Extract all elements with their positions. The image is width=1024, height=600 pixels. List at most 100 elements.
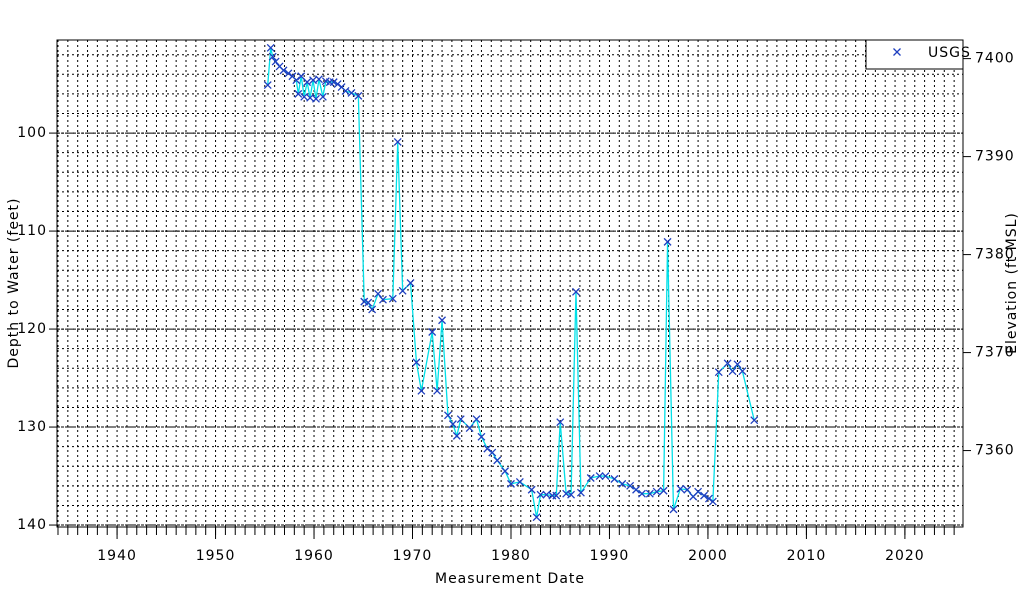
data-point <box>318 92 327 101</box>
data-point <box>694 487 703 496</box>
data-point <box>456 415 465 424</box>
data-point <box>738 367 747 376</box>
data-point <box>750 416 759 425</box>
data-point <box>312 94 320 103</box>
data-point <box>595 472 604 481</box>
data-point <box>368 305 377 314</box>
data-point <box>465 424 474 432</box>
data-point <box>723 359 732 368</box>
x-tick-label: 1940 <box>97 548 137 564</box>
data-point <box>417 386 426 395</box>
series-line <box>267 47 755 518</box>
data-point <box>271 57 280 66</box>
data-point <box>652 487 661 496</box>
data-point <box>452 431 461 440</box>
x-axis-label: Measurement Date <box>435 571 585 587</box>
data-point <box>477 432 486 441</box>
y-tick-label: 110 <box>17 223 47 239</box>
data-point <box>347 88 356 97</box>
data-point <box>659 486 668 495</box>
data-point <box>412 358 421 367</box>
y-axis-label: Depth to Water (feet) <box>6 197 22 368</box>
data-point <box>572 287 580 296</box>
data-point <box>507 479 515 488</box>
data-point <box>532 513 541 522</box>
data-point <box>501 467 510 476</box>
data-point <box>393 137 402 146</box>
y2-tick-label: 7400 <box>975 51 1015 67</box>
data-point <box>536 490 545 499</box>
data-point <box>714 368 723 377</box>
data-point <box>618 479 627 488</box>
data-point <box>388 294 397 303</box>
data-point <box>488 448 497 457</box>
y-tick-label: 120 <box>17 321 47 337</box>
y-tick-label: 130 <box>17 419 47 435</box>
data-point <box>626 481 635 490</box>
data-point <box>294 89 303 98</box>
data-point <box>576 488 585 497</box>
data-point <box>268 52 277 61</box>
data-point <box>552 491 561 500</box>
data-point <box>443 411 452 420</box>
data-point <box>428 328 437 336</box>
data-point <box>379 295 387 304</box>
data-point <box>638 489 646 498</box>
data-point <box>266 43 275 52</box>
data-point <box>669 505 678 514</box>
data-point <box>586 474 595 482</box>
data-point <box>341 86 350 95</box>
data-point <box>663 237 672 246</box>
data-point <box>483 444 492 453</box>
data-point <box>676 484 685 493</box>
x-tick-label: 2000 <box>688 548 728 564</box>
data-point <box>406 279 415 287</box>
data-point <box>398 286 407 295</box>
data-point <box>303 78 312 87</box>
y2-tick-label: 7390 <box>975 149 1015 165</box>
data-point <box>728 367 737 376</box>
data-point <box>527 485 536 494</box>
data-point <box>433 386 442 395</box>
data-point <box>279 66 288 75</box>
data-point <box>645 489 654 498</box>
y2-tick-label: 7370 <box>975 345 1015 361</box>
data-point <box>438 316 447 325</box>
data-point <box>354 91 363 100</box>
data-point <box>329 78 338 87</box>
x-tick-label: 1970 <box>393 548 433 564</box>
y2-tick-label: 7380 <box>975 247 1015 263</box>
data-point <box>683 485 692 494</box>
data-point <box>263 81 272 90</box>
x-tick-label: 2010 <box>787 548 827 564</box>
y2-tick-label: 7360 <box>975 443 1015 459</box>
y2-axis-label: Elevation (ft MSL) <box>1004 212 1020 354</box>
data-point <box>297 72 306 81</box>
data-point <box>472 415 481 424</box>
x-tick-label: 1960 <box>294 548 334 564</box>
data-point <box>708 497 717 506</box>
data-point <box>733 360 742 369</box>
legend-label: USGS <box>928 45 971 61</box>
data-point <box>493 456 502 465</box>
data-point <box>704 494 713 503</box>
data-point <box>448 420 457 429</box>
legend-box <box>865 39 964 70</box>
data-point <box>567 490 576 499</box>
y-tick-label: 140 <box>17 517 47 533</box>
x-tick-label: 1980 <box>491 548 531 564</box>
x-tick-label: 2020 <box>885 548 925 564</box>
data-point <box>515 477 524 486</box>
data-point <box>700 491 708 500</box>
data-point <box>632 485 641 494</box>
x-tick-label: 1990 <box>590 548 630 564</box>
data-point <box>292 76 301 85</box>
plot-frame <box>56 39 964 528</box>
data-point <box>284 69 293 78</box>
data-point <box>364 298 373 307</box>
data-point <box>601 472 610 481</box>
data-point <box>556 418 565 427</box>
